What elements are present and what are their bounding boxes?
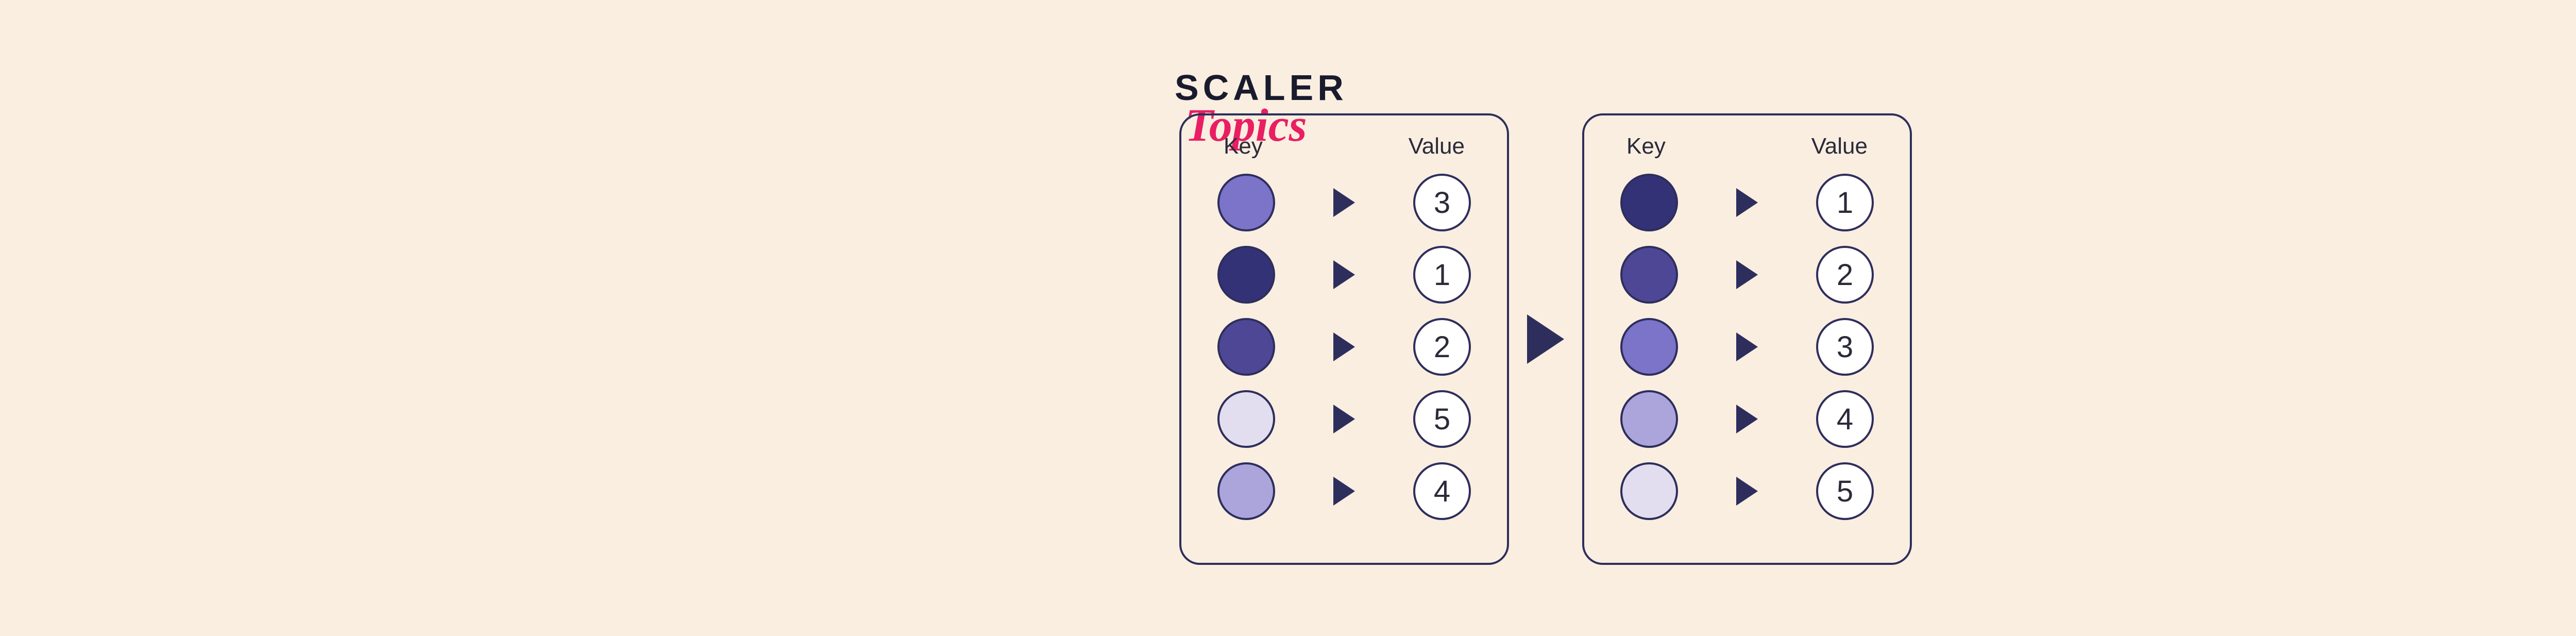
maps-to-arrow-icon <box>1736 188 1758 217</box>
value-circle: 4 <box>1413 462 1471 520</box>
value-circle: 4 <box>1816 390 1874 448</box>
kv-row: 5 <box>1620 462 1874 520</box>
value-circle: 5 <box>1413 390 1471 448</box>
value-circle: 1 <box>1816 174 1874 231</box>
key-circle <box>1620 174 1678 231</box>
panel-headers: Key Value <box>1217 133 1471 159</box>
value-circle: 3 <box>1816 318 1874 376</box>
maps-to-arrow-icon <box>1333 188 1355 217</box>
key-header: Key <box>1224 133 1263 159</box>
kv-row: 1 <box>1217 246 1471 304</box>
panel-headers: Key Value <box>1620 133 1874 159</box>
value-header: Value <box>1811 133 1868 159</box>
maps-to-arrow-icon <box>1333 332 1355 361</box>
kv-row: 4 <box>1620 390 1874 448</box>
right-panel: Key Value 1 2 3 4 5 <box>1582 113 1912 565</box>
kv-row: 2 <box>1620 246 1874 304</box>
maps-to-arrow-icon <box>1333 260 1355 289</box>
maps-to-arrow-icon <box>1736 405 1758 433</box>
key-circle <box>1217 174 1275 231</box>
key-circle <box>1217 390 1275 448</box>
value-circle: 2 <box>1816 246 1874 304</box>
value-circle: 1 <box>1413 246 1471 304</box>
key-circle <box>1620 246 1678 304</box>
kv-row: 4 <box>1217 462 1471 520</box>
kv-row: 1 <box>1620 174 1874 231</box>
key-circle <box>1620 462 1678 520</box>
maps-to-arrow-icon <box>1333 477 1355 506</box>
value-circle: 5 <box>1816 462 1874 520</box>
canvas: SCALER Topics Key Value 31254 Key Value … <box>0 0 2576 636</box>
key-circle <box>1217 318 1275 376</box>
maps-to-arrow-icon <box>1736 332 1758 361</box>
key-circle <box>1620 390 1678 448</box>
left-panel: Key Value 3 1 2 5 4 <box>1179 113 1509 565</box>
transform-arrow-icon <box>1527 314 1564 364</box>
maps-to-arrow-icon <box>1333 405 1355 433</box>
right-rows: 1 2 3 4 5 <box>1620 174 1874 520</box>
maps-to-arrow-icon <box>1736 477 1758 506</box>
key-circle <box>1217 462 1275 520</box>
value-circle: 3 <box>1413 174 1471 231</box>
key-circle <box>1620 318 1678 376</box>
kv-row: 3 <box>1217 174 1471 231</box>
key-circle <box>1217 246 1275 304</box>
left-rows: 3 1 2 5 4 <box>1217 174 1471 520</box>
key-header: Key <box>1626 133 1666 159</box>
kv-row: 5 <box>1217 390 1471 448</box>
kv-row: 3 <box>1620 318 1874 376</box>
value-circle: 2 <box>1413 318 1471 376</box>
kv-row: 2 <box>1217 318 1471 376</box>
maps-to-arrow-icon <box>1736 260 1758 289</box>
diagram-wrapper: Key Value 3 1 2 5 4 Key Value 1 2 3 4 5 <box>1179 113 1912 565</box>
value-header: Value <box>1409 133 1465 159</box>
